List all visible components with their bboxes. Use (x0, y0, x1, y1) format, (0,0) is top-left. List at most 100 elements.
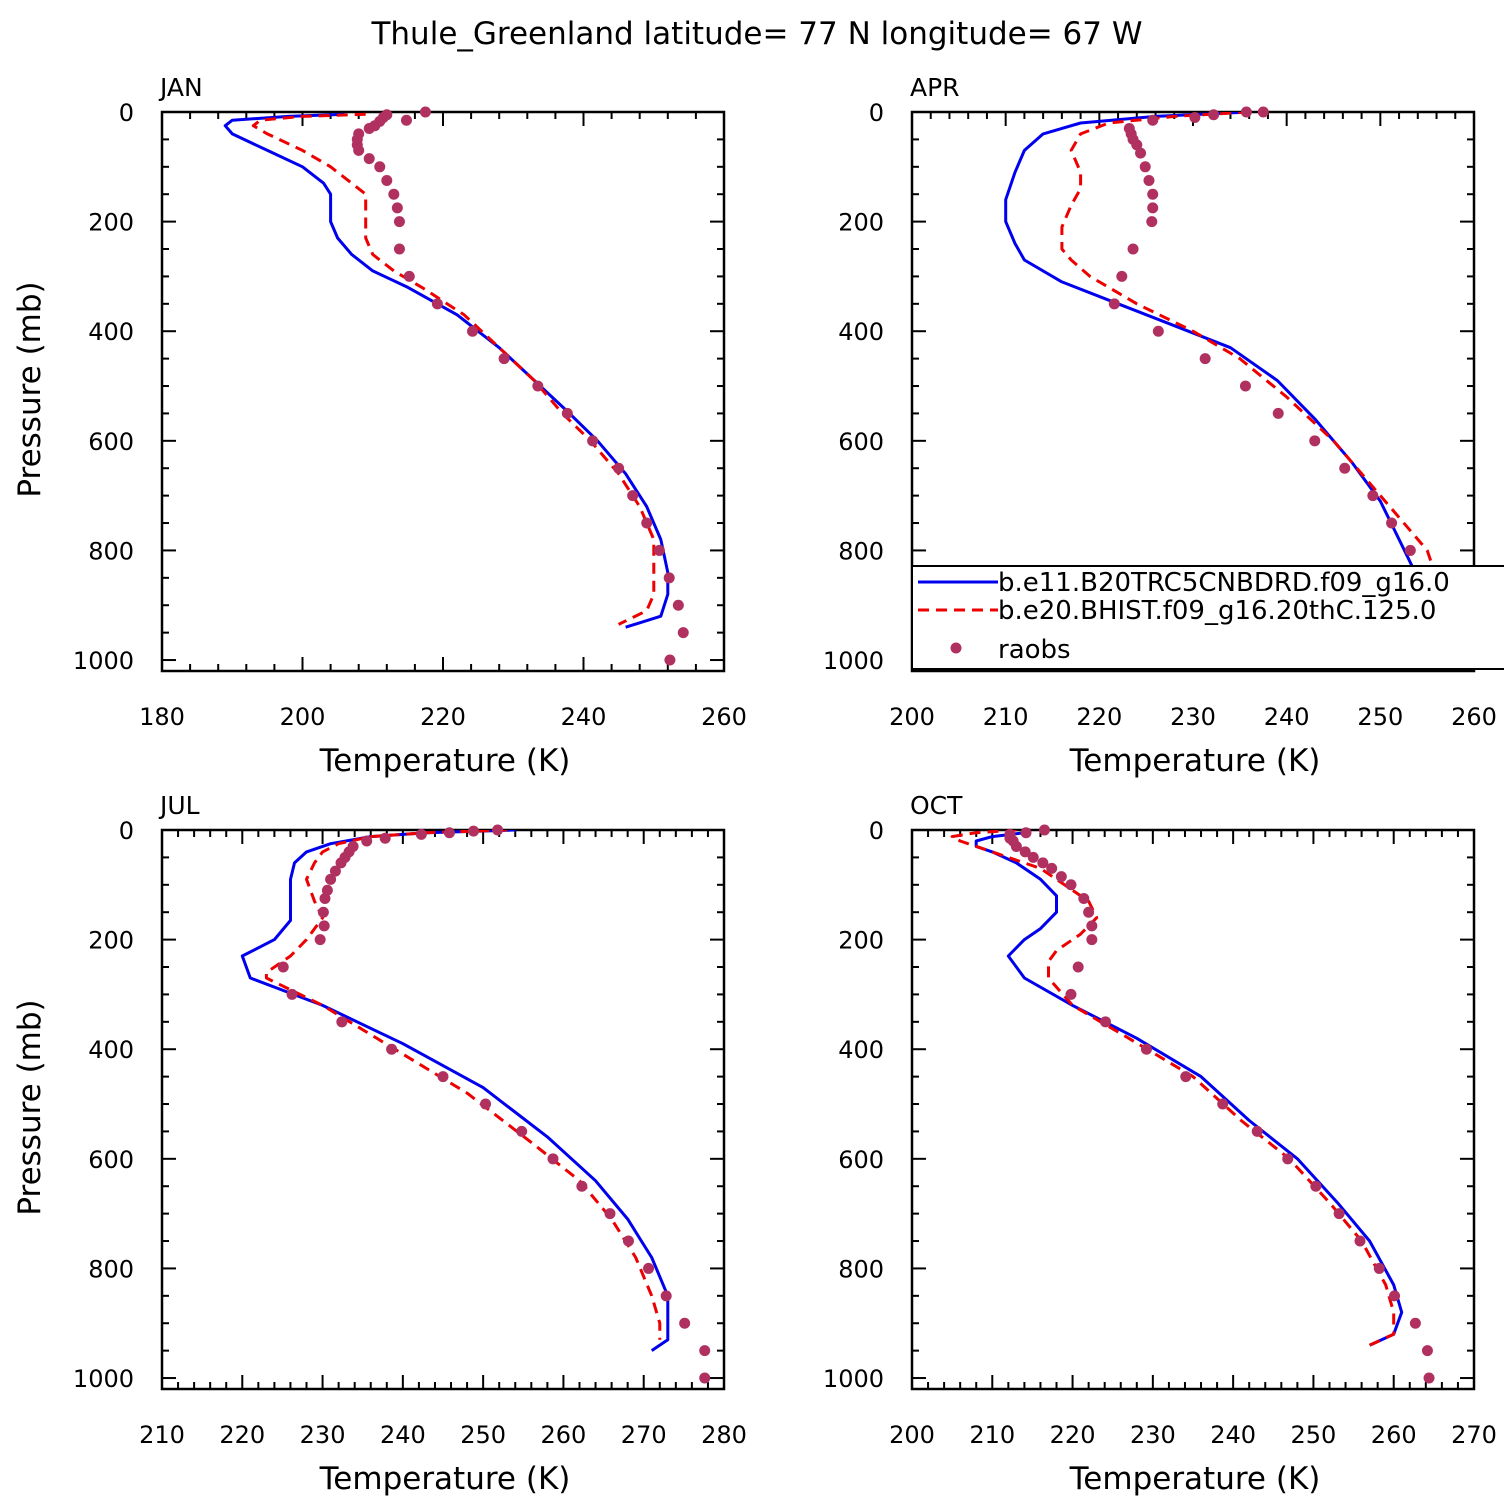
data-point (1020, 827, 1032, 839)
data-point (318, 920, 330, 932)
plot-frame-jan (160, 110, 726, 673)
data-point (1010, 840, 1022, 852)
x-tick-label: 260 (1451, 703, 1497, 731)
y-tick-label: 800 (838, 537, 884, 565)
data-point (1143, 175, 1155, 187)
x-tick-label: 230 (1130, 1421, 1176, 1449)
data-point (1108, 298, 1120, 310)
y-tick-label: 400 (88, 318, 134, 346)
data-point (492, 824, 504, 836)
legend-label: b.e11.B20TRC5CNBDRD.f09_g16.0 (998, 568, 1450, 598)
x-tick-label: 240 (561, 703, 607, 731)
x-tick-label: 240 (1210, 1421, 1256, 1449)
data-point (1240, 106, 1252, 118)
y-tick-label: 400 (838, 318, 884, 346)
data-point (1367, 490, 1379, 502)
panel-label: JAN (158, 73, 203, 102)
ticks-jul (161, 829, 725, 1389)
data-point (363, 122, 375, 134)
x-tick-label: 250 (460, 1421, 506, 1449)
y-tick-label: 200 (838, 209, 884, 237)
data-point (374, 161, 386, 173)
series-line-model-b-e11 (223, 112, 670, 629)
x-axis-label: Temperature (K) (319, 1461, 571, 1497)
data-point (317, 906, 329, 918)
x-tick-label: 200 (889, 1421, 935, 1449)
legend: b.e11.B20TRC5CNBDRD.f09_g16.0b.e20.BHIST… (911, 565, 1504, 670)
data-point (1055, 871, 1067, 883)
y-tick-label: 600 (88, 428, 134, 456)
data-point (1272, 407, 1284, 419)
y-tick-label: 1000 (823, 1365, 884, 1393)
data-point (1309, 435, 1321, 447)
data-point (498, 353, 510, 365)
x-tick-label: 260 (541, 1421, 587, 1449)
data-point (419, 106, 431, 118)
data-point (653, 544, 665, 556)
data-point (319, 893, 331, 905)
x-tick-label: 240 (380, 1421, 426, 1449)
data-point (286, 988, 298, 1000)
data-point (1339, 462, 1351, 474)
x-tick-label: 280 (701, 1421, 747, 1449)
data-point (677, 627, 689, 639)
data-point (561, 407, 573, 419)
x-tick-label: 270 (621, 1421, 667, 1449)
x-tick-label: 200 (280, 703, 326, 731)
data-point (480, 1098, 492, 1110)
data-point (1147, 202, 1159, 214)
data-point (353, 144, 365, 156)
legend-entry: b.e20.BHIST.f09_g16.20thC.125.0 (918, 596, 1436, 626)
data-point (1099, 1016, 1111, 1028)
data-point (1065, 988, 1077, 1000)
panel-oct: 200 210 220 230 240 250 260 270 0 200 400 600 800 100… (823, 791, 1497, 1497)
data-point (431, 298, 443, 310)
y-tick-label: 600 (838, 1146, 884, 1174)
y-tick-label: 1000 (73, 1365, 134, 1393)
data-point (329, 865, 341, 877)
series-line-model-b-e11 (1004, 112, 1420, 640)
y-tick-label: 0 (119, 817, 134, 845)
data-point (393, 216, 405, 228)
data-point (361, 835, 373, 847)
panel-jan: 180 200 220 240 260 0 200 400 600 800 1000 JAN Tempe… (12, 73, 747, 779)
x-tick-label: 230 (1170, 703, 1216, 731)
data-point (1140, 1043, 1152, 1055)
x-tick-label: 210 (969, 1421, 1015, 1449)
data-point (1147, 188, 1159, 200)
data-point (1083, 906, 1095, 918)
data-point (532, 380, 544, 392)
data-point (1282, 1153, 1294, 1165)
data-point (1386, 517, 1398, 529)
data-point (381, 175, 393, 187)
plot-frame-jul (160, 828, 726, 1391)
y-axis-label: Pressure (mb) (12, 281, 48, 497)
series-line-model-b-e20 (264, 830, 662, 1340)
data-point (699, 1372, 711, 1384)
data-point (1239, 380, 1251, 392)
data-point (277, 961, 289, 973)
data-point (388, 188, 400, 200)
x-tick-label: 250 (1291, 1421, 1337, 1449)
y-tick-label: 800 (838, 1255, 884, 1283)
data-point (1217, 1098, 1229, 1110)
data-point (1257, 106, 1269, 118)
series-raobs (1004, 824, 1435, 1384)
y-tick-label: 400 (88, 1036, 134, 1064)
data-point (1152, 325, 1164, 337)
data-point (363, 153, 375, 165)
data-point (1078, 893, 1090, 905)
panels: 180 200 220 240 260 0 200 400 600 800 1000 JAN Tempe… (12, 73, 1497, 1497)
y-tick-label: 400 (838, 1036, 884, 1064)
y-tick-label: 600 (838, 428, 884, 456)
data-point (1208, 109, 1220, 121)
panel-jul: 210 220 230 240 250 260 270 280 0 200 400 600 800 100… (12, 791, 747, 1497)
y-tick-label: 1000 (73, 647, 134, 675)
data-point (576, 1180, 588, 1192)
x-tick-label: 200 (889, 703, 935, 731)
data-point (1127, 243, 1139, 255)
data-point (587, 435, 599, 447)
y-tick-label: 800 (88, 537, 134, 565)
x-axis-label: Temperature (K) (1069, 743, 1321, 779)
